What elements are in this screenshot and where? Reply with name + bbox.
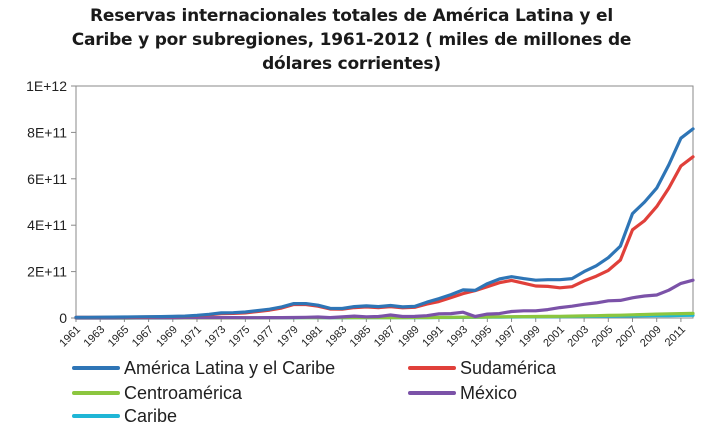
x-tick-label: 1967 — [130, 324, 156, 350]
x-tick-label: 2011 — [663, 324, 688, 349]
series-line — [74, 278, 695, 320]
legend-item: Caribe — [72, 404, 177, 428]
legend-item: Sudamérica — [408, 356, 556, 380]
legend-swatch — [72, 414, 120, 418]
x-tick-label: 1963 — [82, 324, 108, 350]
legend-swatch — [408, 391, 456, 395]
series-line — [74, 127, 695, 319]
y-tick-label: 4E+11 — [27, 217, 67, 233]
x-tick-label: 1975 — [227, 324, 253, 350]
x-tick-label: 1993 — [444, 324, 470, 350]
x-tick-label: 1961 — [57, 324, 83, 350]
x-tick-label: 1981 — [299, 324, 325, 350]
legend-swatch — [408, 366, 456, 370]
x-tick-label: 1985 — [348, 324, 374, 350]
x-tick-label: 1999 — [517, 324, 543, 350]
legend-label: Centroamérica — [124, 382, 243, 403]
y-tick-label: 2E+11 — [27, 264, 67, 280]
legend-swatch — [72, 366, 120, 370]
x-tick-label: 1995 — [469, 324, 495, 350]
x-tick-label: 2001 — [541, 324, 567, 350]
legend-label: México — [460, 382, 518, 403]
series-line — [74, 155, 695, 319]
legend-item: México — [408, 381, 517, 405]
x-tick-label: 1989 — [396, 324, 422, 350]
chart-title-line-2: Caribe y por subregiones, 1961-2012 ( mi… — [71, 30, 632, 50]
legend-swatch — [72, 391, 120, 395]
x-tick-label: 2007 — [614, 324, 640, 350]
x-tick-label: 1965 — [106, 324, 132, 350]
x-tick-label: 1987 — [372, 324, 398, 350]
y-tick-label: 8E+11 — [27, 124, 67, 140]
y-tick-label: 0 — [59, 310, 67, 326]
x-tick-label: 1991 — [420, 324, 446, 350]
chart-title-line-1: Reservas internacionales totales de Amér… — [90, 6, 613, 26]
x-tick-label: 1979 — [275, 324, 301, 350]
legend-item: América Latina y el Caribe — [72, 356, 335, 380]
x-tick-label: 1983 — [323, 324, 349, 350]
x-tick-label: 2009 — [638, 324, 664, 350]
y-tick-label: 6E+11 — [27, 171, 67, 187]
legend-label: Caribe — [124, 405, 178, 426]
y-tick-label: 1E+12 — [26, 78, 67, 94]
chart-title-line-3: dólares corrientes) — [262, 54, 441, 74]
legend-item: Centroamérica — [72, 381, 242, 405]
x-tick-label: 2003 — [565, 324, 591, 350]
x-tick-label: 1969 — [154, 324, 180, 350]
plot-frame — [75, 85, 694, 319]
x-tick-label: 1973 — [202, 324, 228, 350]
x-tick-label: 1977 — [251, 324, 277, 350]
legend-label: América Latina y el Caribe — [124, 357, 336, 378]
x-tick-label: 1997 — [493, 324, 519, 350]
legend-label: Sudamérica — [460, 357, 557, 378]
x-tick-label: 2005 — [590, 324, 616, 350]
x-tick-label: 1971 — [178, 324, 204, 350]
